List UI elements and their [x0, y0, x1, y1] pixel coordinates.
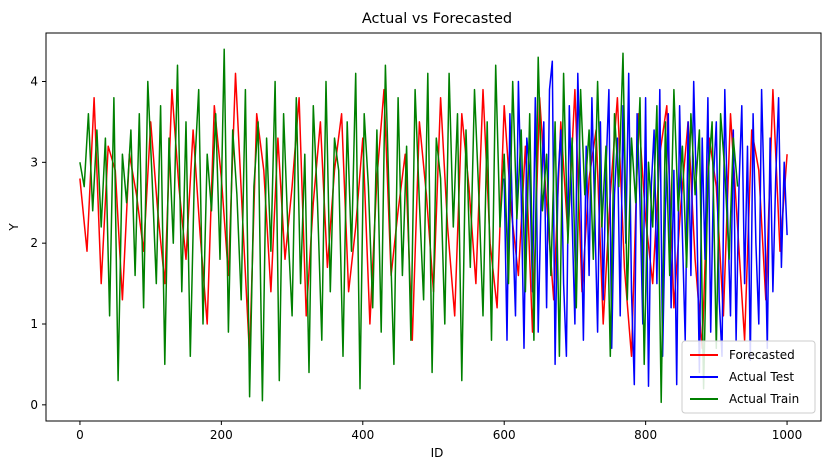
series-line-actual-test [503, 60, 788, 387]
legend-label: Actual Train [729, 392, 799, 406]
x-tick-label: 400 [351, 428, 374, 442]
y-axis: 0 1 2 3 4 [30, 75, 46, 412]
legend-label: Forecasted [729, 348, 795, 362]
x-tick-label: 200 [210, 428, 233, 442]
legend-label: Actual Test [729, 370, 794, 384]
y-tick-label: 2 [30, 236, 38, 250]
y-tick-label: 4 [30, 75, 38, 89]
x-tick-label: 800 [634, 428, 657, 442]
legend: Forecasted Actual Test Actual Train [681, 340, 816, 414]
x-tick-label: 600 [493, 428, 516, 442]
y-tick-label: 1 [30, 317, 38, 331]
series-line-actual-train [79, 48, 739, 404]
y-tick-label: 3 [30, 155, 38, 169]
x-axis-label: ID [431, 446, 444, 460]
plot-area [45, 32, 822, 422]
x-axis: 0 200 400 600 800 1000 [76, 421, 802, 442]
y-tick-label: 0 [30, 398, 38, 412]
x-tick-label: 1000 [772, 428, 803, 442]
chart-title: Actual vs Forecasted [362, 11, 512, 27]
x-tick-label: 0 [76, 428, 84, 442]
series-layer [79, 48, 788, 404]
legend-box [681, 340, 816, 414]
plot-frame [45, 32, 822, 422]
y-axis-label: Y [7, 223, 21, 232]
